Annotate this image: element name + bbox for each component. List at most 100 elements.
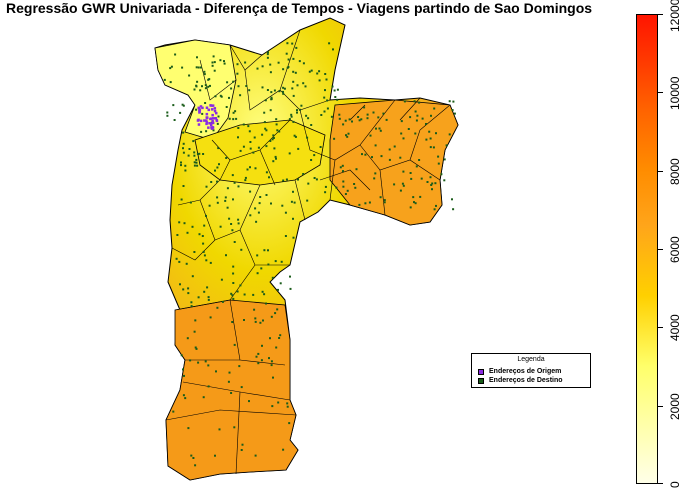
destination-point	[360, 118, 363, 121]
destination-point	[281, 204, 284, 207]
destination-point	[302, 82, 305, 85]
destination-point	[243, 293, 246, 296]
destination-point	[197, 66, 200, 69]
origin-point	[198, 111, 201, 114]
destination-point	[201, 112, 204, 115]
destination-point	[440, 173, 443, 176]
destination-point	[335, 186, 338, 189]
destination-point	[278, 90, 281, 93]
origin-point	[211, 121, 215, 125]
destination-point	[430, 184, 433, 186]
destination-point	[245, 85, 248, 87]
destination-point	[175, 257, 178, 260]
destination-point	[259, 196, 262, 198]
destination-point	[366, 117, 369, 120]
destination-point	[181, 103, 184, 106]
destination-point	[413, 100, 416, 103]
destination-point	[187, 287, 190, 290]
destination-point	[268, 357, 270, 360]
destination-point	[435, 204, 437, 207]
destination-point	[342, 180, 345, 183]
destination-point	[212, 129, 215, 132]
destination-point	[308, 70, 311, 73]
destination-point	[388, 158, 391, 161]
destination-point	[237, 218, 240, 221]
destination-point	[269, 63, 272, 66]
destination-point	[435, 132, 437, 135]
legend-destination-label: Endereços de Destino	[489, 377, 563, 384]
destination-point	[402, 170, 405, 173]
destination-point	[306, 199, 309, 202]
destination-point	[313, 154, 316, 157]
destination-point	[305, 114, 308, 117]
destination-point	[186, 231, 189, 234]
destination-point	[209, 316, 212, 319]
destination-point	[216, 201, 219, 204]
destination-point	[409, 172, 412, 174]
origin-point	[210, 123, 213, 127]
destination-point	[209, 84, 211, 87]
destination-point	[428, 130, 431, 133]
destination-point	[342, 185, 345, 188]
origin-point	[209, 117, 212, 121]
origin-point	[215, 119, 219, 123]
destination-point	[285, 52, 288, 55]
destination-point	[274, 312, 277, 315]
destination-point	[346, 189, 349, 192]
destination-point	[208, 78, 211, 81]
destination-point	[284, 235, 287, 237]
destination-point	[358, 203, 361, 206]
destination-point	[286, 42, 289, 45]
destination-point	[233, 181, 236, 184]
destination-point	[224, 199, 227, 202]
destination-point	[228, 371, 231, 374]
destination-point	[379, 196, 382, 199]
destination-point	[213, 69, 216, 72]
destination-point	[249, 190, 252, 193]
destination-point	[342, 123, 345, 126]
destination-point	[344, 119, 347, 122]
destination-point	[197, 296, 200, 299]
destination-point	[278, 130, 281, 133]
destination-point	[410, 177, 413, 180]
origin-point	[211, 119, 214, 123]
origin-point	[213, 109, 217, 113]
destination-point	[195, 84, 198, 87]
destination-point	[323, 96, 326, 99]
destination-point	[261, 133, 264, 136]
destination-point	[204, 84, 207, 87]
destination-point	[205, 185, 208, 188]
destination-point	[265, 194, 268, 196]
destination-point	[382, 112, 385, 115]
destination-point	[182, 104, 185, 107]
destination-point	[187, 427, 190, 430]
destination-point	[448, 100, 451, 103]
destination-point	[254, 167, 257, 170]
destination-point	[271, 138, 274, 141]
destination-point	[354, 186, 357, 189]
destination-point	[402, 137, 405, 140]
destination-point	[233, 241, 236, 243]
destination-point	[282, 90, 284, 93]
destination-point	[189, 359, 192, 362]
origin-point	[215, 111, 218, 115]
destination-point	[237, 136, 239, 139]
destination-point	[393, 183, 396, 186]
destination-point	[249, 214, 252, 217]
destination-point	[193, 161, 196, 164]
destination-point	[364, 153, 367, 156]
destination-point	[266, 56, 269, 59]
destination-point	[299, 108, 301, 111]
destination-point	[194, 464, 197, 467]
destination-point	[196, 164, 199, 167]
destination-point	[273, 147, 276, 150]
destination-point	[421, 117, 424, 120]
origin-point	[214, 117, 217, 120]
destination-point	[364, 202, 367, 205]
destination-point	[217, 147, 220, 150]
destination-point	[173, 119, 176, 121]
destination-point	[277, 401, 280, 404]
destination-point	[237, 185, 240, 188]
destination-point	[361, 153, 363, 156]
destination-point	[287, 58, 290, 61]
